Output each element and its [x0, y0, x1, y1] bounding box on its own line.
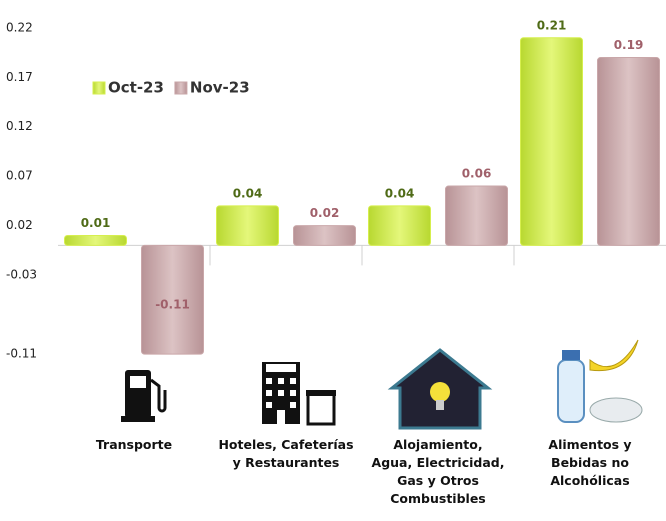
category-label: Alojamiento, Agua, Electricidad, Gas y O… [371, 437, 505, 506]
value-label: -0.11 [155, 298, 190, 312]
value-label: 0.04 [385, 186, 415, 200]
bar [597, 57, 660, 246]
y-tick-label: 0.12 [6, 119, 33, 133]
icon-hotel [262, 362, 336, 426]
value-label: 0.19 [614, 38, 644, 52]
value-label: 0.06 [462, 167, 492, 181]
value-label: 0.02 [310, 206, 340, 220]
category-label: Hoteles, Cafeterías y Restaurantes [218, 437, 354, 470]
bar [64, 234, 127, 246]
icon-house [387, 348, 493, 430]
legend-label: Oct-23 [108, 79, 164, 97]
y-tick-label: -0.11 [6, 347, 37, 361]
bar [293, 225, 356, 246]
bar [520, 37, 583, 246]
y-tick-label: 0.07 [6, 169, 33, 183]
value-label: 0.21 [537, 18, 567, 32]
category-label: Transporte [95, 437, 173, 452]
bar [216, 205, 279, 246]
bar [141, 244, 204, 355]
legend-swatch [92, 81, 106, 95]
icon-gas-pump [121, 370, 167, 422]
y-tick-label: -0.03 [6, 268, 37, 282]
y-tick-label: 0.02 [6, 218, 33, 232]
legend-swatch [174, 81, 188, 95]
y-tick-label: 0.17 [6, 70, 33, 84]
y-tick-label: 0.22 [6, 20, 33, 34]
value-label: 0.04 [233, 186, 263, 200]
legend-label: Nov-23 [190, 79, 250, 97]
value-label: 0.01 [81, 216, 111, 230]
icon-food [557, 339, 643, 423]
bar [445, 185, 508, 246]
category-label: Alimentos y Bebidas no Alcohólicas [548, 437, 632, 488]
bar [368, 205, 431, 246]
